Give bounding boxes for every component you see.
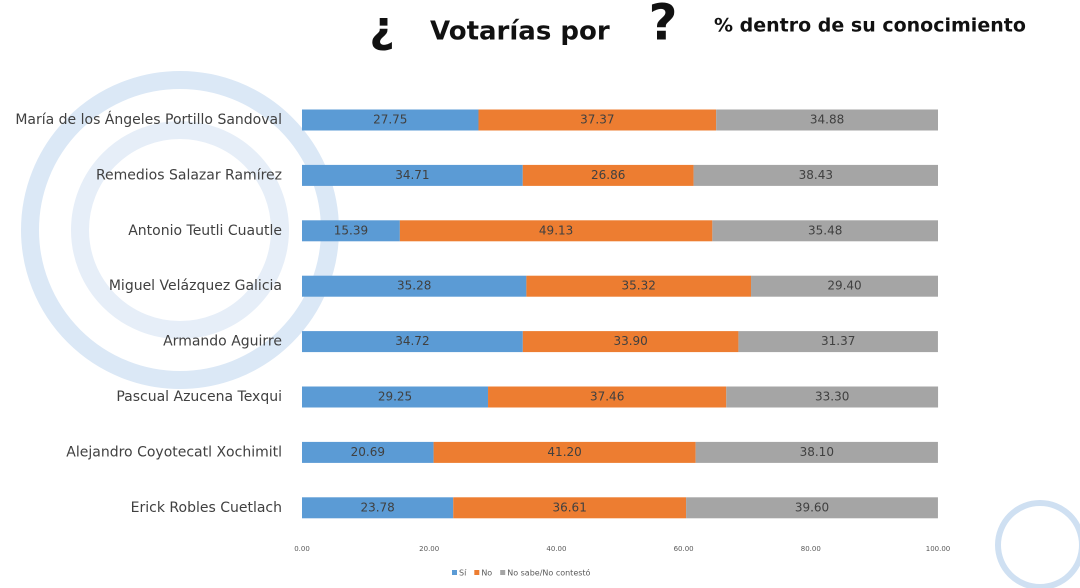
x-tick-label: 100.00	[926, 545, 951, 553]
bar-segment	[302, 164, 523, 186]
value-label: 26.86	[591, 168, 625, 182]
value-label: 39.60	[795, 500, 829, 514]
bar-segment	[522, 164, 694, 186]
bar-segment	[399, 220, 713, 242]
value-label: 37.46	[590, 390, 624, 404]
value-label: 35.48	[808, 223, 842, 237]
value-label: 34.72	[395, 334, 429, 348]
legend-swatch	[474, 570, 480, 575]
title-open: ¿	[369, 2, 395, 53]
value-label: 27.75	[373, 113, 407, 127]
legend-label: No sabe/No contestó	[507, 568, 590, 578]
bar-segment	[302, 331, 523, 353]
bar-segment	[695, 441, 938, 463]
category-label: Alejandro Coyotecatl Xochimitl	[66, 444, 282, 460]
value-label: 49.13	[539, 223, 573, 237]
value-label: 41.20	[547, 445, 581, 459]
bar-segment	[686, 497, 938, 519]
chart-subtitle: % dentro de su conocimiento	[714, 15, 1026, 37]
value-label: 37.37	[580, 113, 614, 127]
category-label: Erick Robles Cuetlach	[131, 500, 282, 516]
value-label: 35.28	[397, 279, 431, 293]
value-label: 29.40	[827, 279, 861, 293]
legend-label: Sí	[459, 569, 467, 578]
bar-segment	[726, 386, 939, 408]
value-label: 23.78	[360, 500, 394, 514]
category-label: Pascual Azucena Texqui	[116, 389, 282, 405]
value-label: 38.43	[799, 168, 833, 182]
bar-segment	[716, 109, 938, 131]
bar-segment	[453, 497, 687, 519]
value-label: 33.30	[815, 390, 849, 404]
legend-swatch	[452, 570, 457, 575]
value-label: 33.90	[613, 334, 647, 348]
bar-segment	[302, 441, 434, 463]
chart-title: Votarías por	[430, 17, 610, 47]
bar-segment	[302, 275, 527, 297]
bar-segment	[522, 331, 739, 353]
legend-label: No	[481, 569, 492, 578]
bar-segment	[526, 275, 752, 297]
value-label: 36.61	[552, 500, 586, 514]
bar-segment	[433, 441, 696, 463]
bar-segment	[488, 386, 727, 408]
category-label: Miguel Velázquez Galicia	[109, 278, 282, 294]
bar-segment	[751, 275, 938, 297]
value-label: 35.32	[622, 279, 656, 293]
bar-segment	[738, 331, 938, 353]
category-label: María de los Ángeles Portillo Sandoval	[15, 111, 282, 128]
bar-segment	[712, 220, 938, 242]
value-label: 38.10	[800, 445, 834, 459]
bar-segment	[478, 109, 717, 131]
x-tick-label: 40.00	[546, 545, 566, 553]
bar-segment	[302, 497, 454, 519]
legend-swatch	[500, 570, 506, 575]
category-label: Antonio Teutli Cuautle	[128, 223, 282, 239]
x-tick-label: 20.00	[419, 545, 439, 553]
x-tick-label: 80.00	[801, 545, 821, 553]
value-label: 34.71	[395, 168, 429, 182]
x-tick-label: 60.00	[674, 545, 694, 553]
bar-segment	[302, 220, 400, 242]
category-label: Armando Aguirre	[163, 334, 282, 350]
value-label: 29.25	[378, 390, 412, 404]
bar-segment	[302, 386, 489, 408]
bar-segment	[302, 109, 479, 131]
x-tick-label: 0.00	[294, 545, 310, 553]
category-label: Remedios Salazar Ramírez	[96, 167, 282, 183]
value-label: 15.39	[334, 223, 368, 237]
title-close: ?	[648, 0, 677, 52]
bar-segment	[693, 164, 938, 186]
value-label: 20.69	[351, 445, 385, 459]
value-label: 34.88	[810, 113, 844, 127]
value-label: 31.37	[821, 334, 855, 348]
